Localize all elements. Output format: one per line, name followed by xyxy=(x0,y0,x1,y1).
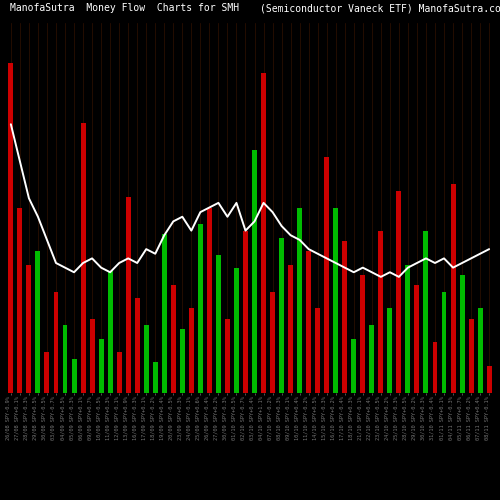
Bar xyxy=(396,190,402,392)
Bar xyxy=(324,157,329,392)
Bar xyxy=(36,251,41,392)
Bar xyxy=(108,272,112,392)
Bar xyxy=(270,292,275,392)
Bar xyxy=(126,198,130,392)
Bar xyxy=(90,318,94,392)
Bar xyxy=(424,231,428,392)
Bar xyxy=(207,208,212,392)
Bar xyxy=(44,352,50,393)
Bar xyxy=(162,234,167,392)
Bar xyxy=(216,254,221,392)
Bar xyxy=(442,292,446,392)
Bar xyxy=(243,231,248,392)
Bar xyxy=(450,184,456,392)
Bar xyxy=(478,308,482,392)
Bar xyxy=(342,241,347,392)
Text: (Semiconductor Vaneck ETF) ManofaSutra.com: (Semiconductor Vaneck ETF) ManofaSutra.c… xyxy=(260,4,500,14)
Bar xyxy=(153,362,158,392)
Bar xyxy=(62,325,68,392)
Bar xyxy=(360,275,366,392)
Bar xyxy=(261,73,266,392)
Bar xyxy=(80,124,86,392)
Bar xyxy=(288,264,293,392)
Bar xyxy=(297,208,302,392)
Bar xyxy=(486,366,492,392)
Bar xyxy=(180,328,185,392)
Bar xyxy=(116,352,121,393)
Bar xyxy=(252,150,257,392)
Bar xyxy=(468,318,473,392)
Bar xyxy=(134,298,140,392)
Bar xyxy=(98,338,103,392)
Bar xyxy=(279,238,284,392)
Bar xyxy=(234,268,239,392)
Bar xyxy=(171,285,176,393)
Text: ManofaSutra  Money Flow  Charts for SMH: ManofaSutra Money Flow Charts for SMH xyxy=(10,4,239,14)
Bar xyxy=(189,308,194,392)
Bar xyxy=(315,308,320,392)
Bar xyxy=(388,308,392,392)
Bar xyxy=(333,208,338,392)
Bar xyxy=(54,292,59,392)
Bar xyxy=(352,338,356,392)
Bar xyxy=(8,63,14,392)
Bar xyxy=(18,208,22,392)
Bar xyxy=(306,251,311,392)
Bar xyxy=(378,231,384,392)
Bar xyxy=(144,325,148,392)
Bar xyxy=(198,224,203,392)
Bar xyxy=(432,342,438,392)
Bar xyxy=(225,318,230,392)
Bar xyxy=(414,285,420,393)
Bar xyxy=(26,264,32,392)
Bar xyxy=(72,359,76,392)
Bar xyxy=(370,325,374,392)
Bar xyxy=(460,275,464,392)
Bar xyxy=(406,264,410,392)
